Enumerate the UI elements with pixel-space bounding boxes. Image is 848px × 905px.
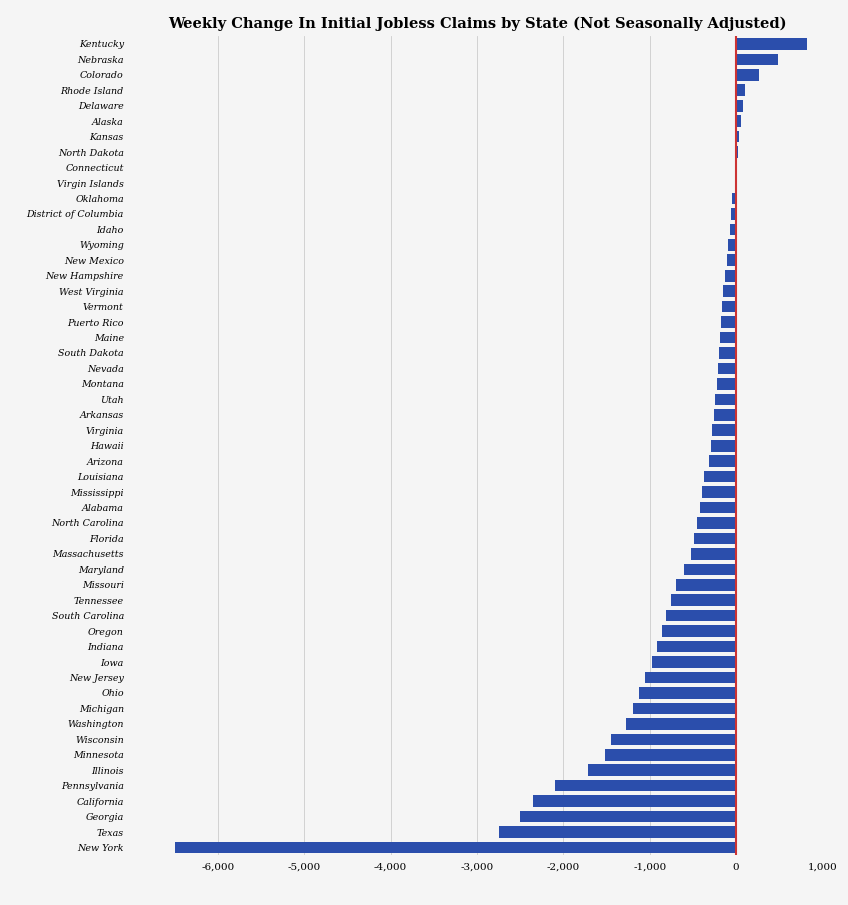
- Bar: [645, 672, 736, 683]
- Bar: [667, 610, 736, 622]
- Bar: [725, 270, 736, 281]
- Bar: [712, 424, 736, 436]
- Bar: [717, 363, 736, 375]
- Bar: [736, 38, 807, 50]
- Bar: [732, 193, 736, 205]
- Bar: [691, 548, 736, 559]
- Bar: [704, 471, 736, 482]
- Bar: [736, 131, 739, 142]
- Bar: [626, 718, 736, 729]
- Bar: [716, 394, 736, 405]
- Bar: [736, 147, 738, 157]
- Bar: [175, 842, 736, 853]
- Bar: [588, 765, 736, 776]
- Bar: [672, 595, 736, 606]
- Bar: [697, 517, 736, 529]
- Bar: [611, 734, 736, 745]
- Bar: [736, 84, 745, 96]
- Bar: [722, 300, 736, 312]
- Bar: [717, 378, 736, 390]
- Bar: [736, 116, 741, 127]
- Bar: [721, 316, 736, 328]
- Bar: [555, 780, 736, 792]
- Bar: [736, 100, 743, 111]
- Bar: [676, 579, 736, 591]
- Bar: [533, 795, 736, 807]
- Bar: [736, 162, 737, 174]
- Bar: [730, 224, 736, 235]
- Bar: [723, 285, 736, 297]
- Bar: [700, 501, 736, 513]
- Bar: [701, 486, 736, 498]
- Bar: [727, 254, 736, 266]
- Bar: [652, 656, 736, 668]
- Bar: [605, 749, 736, 760]
- Bar: [720, 332, 736, 343]
- Title: Weekly Change In Initial Jobless Claims by State (Not Seasonally Adjusted): Weekly Change In Initial Jobless Claims …: [168, 16, 786, 31]
- Bar: [662, 625, 736, 637]
- Bar: [728, 239, 736, 251]
- Bar: [656, 641, 736, 653]
- Bar: [719, 348, 736, 358]
- Bar: [633, 702, 736, 714]
- Bar: [736, 53, 778, 65]
- Bar: [714, 409, 736, 421]
- Bar: [684, 564, 736, 576]
- Bar: [731, 208, 736, 220]
- Bar: [520, 811, 736, 823]
- Bar: [639, 687, 736, 699]
- Bar: [711, 440, 736, 452]
- Bar: [710, 455, 736, 467]
- Bar: [694, 533, 736, 544]
- Bar: [499, 826, 736, 838]
- Bar: [736, 69, 759, 81]
